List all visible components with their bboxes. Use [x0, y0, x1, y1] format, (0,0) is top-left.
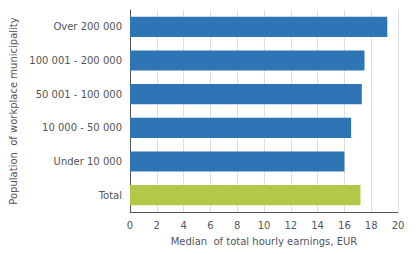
svg-text:100 001 - 200 000: 100 001 - 200 000 [29, 55, 122, 66]
svg-text:Under 10 000: Under 10 000 [54, 156, 122, 167]
svg-text:8: 8 [234, 220, 240, 231]
svg-text:0: 0 [127, 220, 133, 231]
svg-text:10 000 - 50 000: 10 000 - 50 000 [42, 122, 122, 133]
svg-text:2: 2 [154, 220, 160, 231]
svg-text:20: 20 [392, 220, 405, 231]
svg-text:14: 14 [311, 220, 324, 231]
svg-text:Over 200 000: Over 200 000 [53, 21, 122, 32]
svg-text:50 001 - 100 000: 50 001 - 100 000 [36, 89, 122, 100]
svg-text:Median of total hourly earnin: Median of total hourly earnings, EUR [171, 236, 358, 247]
svg-text:Total: Total [98, 190, 122, 201]
svg-text:18: 18 [365, 220, 378, 231]
svg-text:12: 12 [284, 220, 297, 231]
svg-text:Population of workplace munic: Population of workplace municipality [8, 17, 19, 204]
svg-text:4: 4 [180, 220, 186, 231]
svg-text:6: 6 [207, 220, 213, 231]
svg-text:16: 16 [338, 220, 351, 231]
svg-text:10: 10 [258, 220, 271, 231]
